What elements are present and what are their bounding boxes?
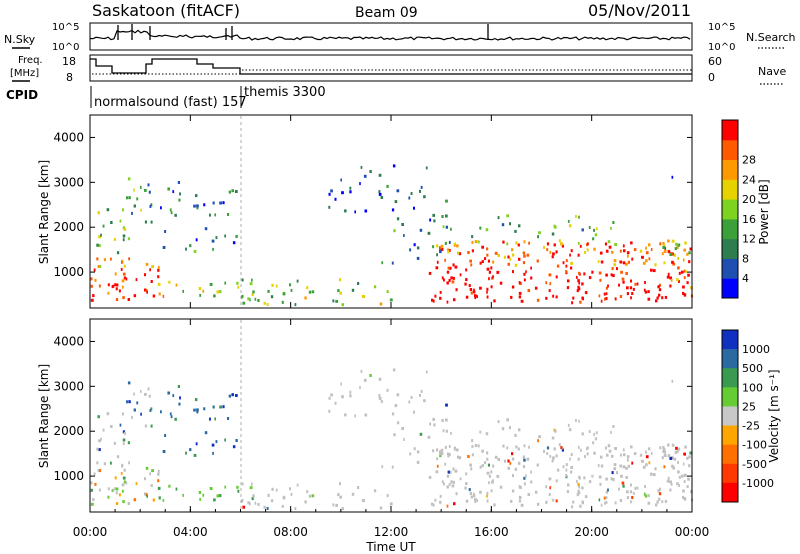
- power-colorbar: 4 8 12 16 20 24 28: [721, 119, 756, 299]
- x-tick-label: 08:00: [273, 525, 308, 539]
- velocity-yticks: 1000 2000 3000 4000: [53, 334, 692, 483]
- colorbar-swatch: [722, 238, 738, 259]
- velocity-colorbar-label: Velocity [m s⁻¹]: [767, 369, 781, 462]
- velocity-scatter: [90, 368, 693, 511]
- colorbar-swatch: [722, 278, 738, 299]
- x-tick-label: 00:00: [675, 525, 710, 539]
- colorbar-swatch: [722, 218, 738, 240]
- colorbar-tick-label: -100: [742, 439, 767, 452]
- beam-title: Beam 09: [355, 5, 418, 21]
- nave-tick-top: 60: [708, 55, 722, 68]
- nsky-tick-top: 10^5: [52, 22, 79, 33]
- nsearch-tick-top: 10^5: [708, 22, 735, 33]
- nave-label: Nave: [758, 65, 786, 78]
- colorbar-swatch: [722, 406, 738, 427]
- freq-series: [90, 58, 692, 75]
- colorbar-swatch: [722, 463, 738, 484]
- colorbar-swatch: [722, 387, 738, 407]
- station-title: Saskatoon (fitACF): [92, 1, 240, 20]
- x-tick-label: 20:00: [574, 525, 609, 539]
- colorbar-tick-label: 500: [742, 362, 763, 375]
- power-panel-frame: [89, 114, 693, 309]
- velocity-panel-frame: [89, 318, 693, 513]
- colorbar-tick-label: 100: [742, 381, 763, 394]
- colorbar-frame: [721, 329, 739, 503]
- colorbar-swatch: [722, 330, 738, 350]
- colorbar-frame: [721, 119, 739, 299]
- power-yticks: 1000 2000 3000 4000: [53, 130, 692, 279]
- colorbar-swatch: [722, 444, 738, 465]
- colorbar-tick-label: 16: [742, 213, 756, 226]
- nave-series: [92, 69, 692, 75]
- power-ylabel: Slant Range [km]: [37, 160, 51, 264]
- colorbar-swatch: [722, 368, 738, 388]
- colorbar-tick-label: -1000: [742, 477, 774, 490]
- cpid-program-2: themis 3300: [244, 85, 326, 100]
- colorbar-swatch: [722, 425, 738, 446]
- nsearch-tick-bottom: 10^0: [708, 42, 735, 53]
- velocity-ytick-label: 1000: [53, 469, 84, 483]
- cpid-program-1: normalsound (fast) 157: [94, 95, 247, 110]
- x-tick-label: 00:00: [73, 525, 108, 539]
- colorbar-tick-label: -25: [742, 420, 760, 433]
- power-scatter: [90, 164, 693, 307]
- nsky-label: N.Sky: [4, 33, 36, 46]
- velocity-ytick-label: 3000: [53, 379, 84, 393]
- power-colorbar-label: Power [dB]: [757, 179, 771, 244]
- colorbar-swatch: [722, 349, 738, 369]
- freq-tick-top: 18: [62, 55, 76, 68]
- power-ytick-label: 4000: [53, 130, 84, 144]
- colorbar-swatch: [722, 482, 738, 503]
- x-axis-label: Time UT: [365, 540, 416, 554]
- colorbar-swatch: [722, 199, 738, 220]
- nsearch-label: N.Search: [746, 31, 796, 44]
- colorbar-swatch: [722, 120, 738, 141]
- colorbar-swatch: [722, 139, 738, 161]
- cpid-label: CPID: [6, 88, 38, 102]
- nsky-series: [89, 29, 691, 41]
- colorbar-tick-label: 20: [742, 193, 756, 206]
- x-axis-ticks: 00:00 04:00 08:00 12:00 16:00 20:00 00:00: [73, 115, 710, 539]
- freq-label-2: [MHz]: [10, 68, 39, 79]
- velocity-ytick-label: 4000: [53, 334, 84, 348]
- colorbar-tick-label: 28: [742, 154, 756, 167]
- colorbar-tick-label: 4: [742, 272, 749, 285]
- velocity-ylabel: Slant Range [km]: [37, 364, 51, 468]
- colorbar-swatch: [722, 179, 738, 200]
- colorbar-swatch: [722, 159, 738, 180]
- nave-tick-bottom: 0: [708, 71, 715, 84]
- colorbar-tick-label: 25: [742, 400, 756, 413]
- velocity-ytick-label: 2000: [53, 424, 84, 438]
- power-ytick-label: 3000: [53, 175, 84, 189]
- power-ytick-label: 2000: [53, 220, 84, 234]
- power-ytick-label: 1000: [53, 265, 84, 279]
- colorbar-tick-label: 24: [742, 173, 756, 186]
- x-tick-label: 04:00: [173, 525, 208, 539]
- colorbar-tick-label: 12: [742, 233, 756, 246]
- colorbar-tick-label: 8: [742, 252, 749, 265]
- freq-label-1: Freq.: [18, 55, 43, 66]
- velocity-colorbar: 1000 500 100 25 -25 -100 -500 -1000: [721, 329, 774, 503]
- nsky-panel-frame: [89, 22, 693, 51]
- colorbar-swatch: [722, 258, 738, 279]
- freq-tick-bottom: 8: [66, 71, 73, 84]
- freq-panel-frame: [89, 54, 693, 82]
- colorbar-tick-label: -500: [742, 458, 767, 471]
- nsky-tick-bottom: 10^0: [52, 42, 79, 53]
- x-tick-label: 12:00: [374, 525, 409, 539]
- x-tick-label: 16:00: [474, 525, 509, 539]
- date-title: 05/Nov/2011: [588, 1, 691, 20]
- colorbar-tick-label: 1000: [742, 343, 770, 356]
